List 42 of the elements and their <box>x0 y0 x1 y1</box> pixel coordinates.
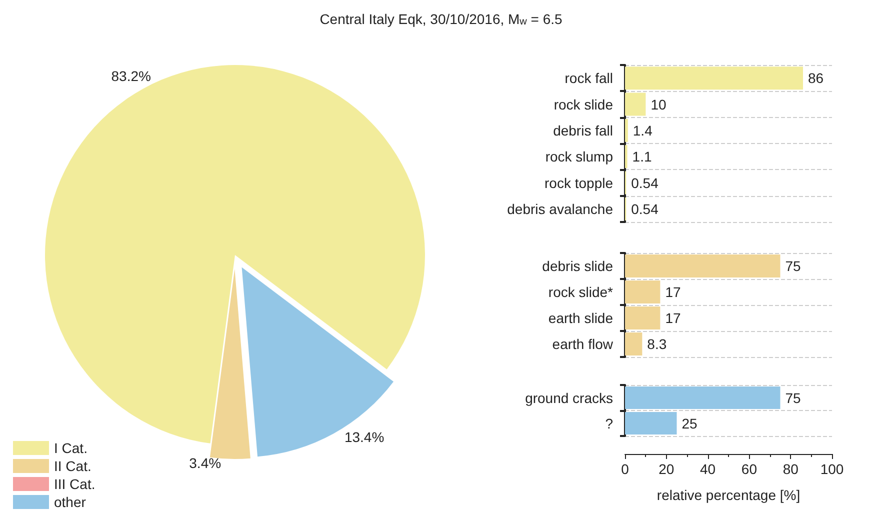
y-tick-label: rock slide* <box>548 284 614 300</box>
x-axis-title: relative percentage [%] <box>656 487 800 503</box>
x-tick-label: 60 <box>741 461 758 477</box>
y-tick-label: debris slide <box>542 258 614 274</box>
data-label: 0.54 <box>631 174 659 191</box>
bar <box>625 118 628 142</box>
data-label: 1.1 <box>632 148 652 165</box>
data-label: 83.2% <box>111 68 151 84</box>
y-tick-label: rock topple <box>544 174 614 191</box>
data-label: 10 <box>650 96 666 112</box>
legend-label: I Cat. <box>54 440 88 456</box>
y-tick-label: debris avalanche <box>507 200 614 217</box>
y-tick-label: earth flow <box>552 336 614 352</box>
bar <box>625 92 646 116</box>
x-tick-label: 80 <box>782 461 799 477</box>
x-tick-label: 40 <box>700 461 716 477</box>
bar <box>625 66 804 90</box>
data-label: 3.4% <box>189 454 222 471</box>
y-tick-label: earth slide <box>548 310 614 326</box>
data-label: 25 <box>682 415 698 432</box>
data-label: 17 <box>665 310 681 326</box>
data-label: 13.4% <box>344 429 384 446</box>
chart-title: Central Italy Eqk, 30/10/2016, Mw = 6.5 <box>320 11 563 28</box>
data-label: 86 <box>808 70 824 86</box>
y-tick-label: debris fall <box>553 122 613 138</box>
data-label: 75 <box>785 390 802 406</box>
x-tick-label: 100 <box>820 461 844 477</box>
data-label: 8.3 <box>647 336 667 352</box>
data-label: 1.4 <box>632 122 653 138</box>
y-tick-label: rock slump <box>545 148 614 165</box>
legend-label: other <box>54 494 86 510</box>
data-label: 0.54 <box>631 200 659 217</box>
data-label: 75 <box>785 258 802 274</box>
y-tick-label: ? <box>605 415 614 432</box>
legend-label: II Cat. <box>54 458 92 474</box>
x-tick-label: 0 <box>621 461 630 477</box>
y-tick-label: rock fall <box>564 70 613 86</box>
data-label: 17 <box>665 284 681 300</box>
y-tick-label: rock slide <box>554 96 614 112</box>
y-tick-label: ground cracks <box>525 390 613 406</box>
legend-label: III Cat. <box>54 476 96 492</box>
x-tick-label: 20 <box>658 461 674 477</box>
